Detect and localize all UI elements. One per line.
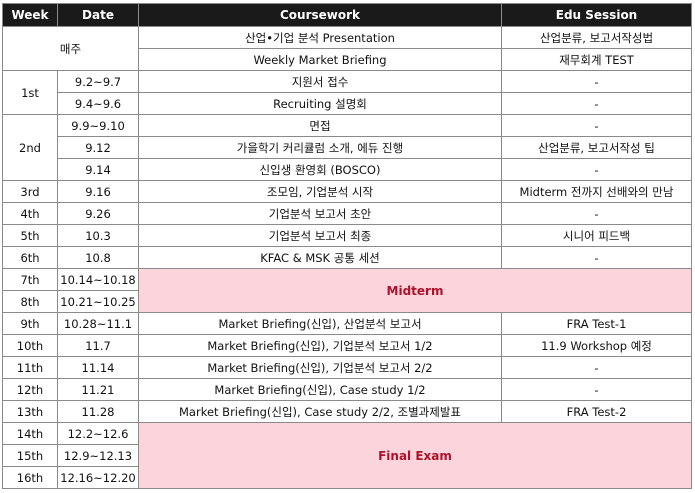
edu-cell: 시니어 피드백 [501, 224, 692, 247]
weekly-label: 매주 [2, 26, 139, 71]
table-row: 10th 11.7 Market Briefing(신입), 기업분석 보고서 … [2, 334, 692, 357]
table-row: 9.12 가을학기 커리큘럼 소개, 에듀 진행 산업분류, 보고서작성 팁 [3, 136, 692, 159]
week-cell: 2nd [2, 114, 58, 181]
coursework-cell: 기업분석 보고서 최종 [138, 224, 502, 247]
table-row: 7th 10.14~10.18 Midterm [2, 268, 692, 313]
table-row: 5th 10.3 기업분석 보고서 최종 시니어 피드백 [2, 224, 692, 247]
date-cell: 9.2~9.7 [57, 70, 139, 93]
week-cell: 14th [2, 422, 58, 445]
edu-cell: 재무회계 TEST [501, 48, 692, 71]
coursework-cell: Market Briefing(신입), 기업분석 보고서 2/2 [138, 356, 502, 379]
table-row: 16th 12.16~12.20 [2, 466, 692, 489]
date-cell: 10.8 [57, 246, 139, 269]
table-row: 14th 12.2~12.6 Final Exam [2, 422, 692, 489]
date-cell: 9.26 [57, 202, 139, 225]
coursework-cell: 산업•기업 분석 Presentation [138, 26, 502, 49]
header-edu-session: Edu Session [501, 3, 692, 27]
table-row: 9.4~9.6 Recruiting 설명회 - [3, 92, 692, 115]
date-cell: 11.14 [57, 356, 139, 379]
table-row: 3rd 9.16 조모임, 기업분석 시작 Midterm 전까지 선배와의 만… [2, 180, 692, 203]
coursework-cell: Market Briefing(신입), Case study 2/2, 조별과… [138, 400, 502, 423]
edu-cell: - [501, 246, 692, 269]
coursework-cell: Market Briefing(신입), 산업분석 보고서 [138, 312, 502, 335]
week-cell: 8th [2, 290, 58, 313]
week-cell: 10th [2, 334, 58, 357]
edu-cell: - [501, 92, 692, 115]
edu-cell: FRA Test-1 [501, 312, 692, 335]
week-cell: 5th [2, 224, 58, 247]
header-week: Week [2, 3, 58, 27]
date-cell: 12.16~12.20 [57, 466, 139, 489]
table-row: 12th 11.21 Market Briefing(신입), Case stu… [2, 378, 692, 401]
coursework-cell: 신입생 환영회 (BOSCO) [138, 158, 502, 181]
final-exam-banner: Final Exam [138, 422, 692, 489]
week-cell: 9th [2, 312, 58, 335]
coursework-cell: Market Briefing(신입), 기업분석 보고서 1/2 [138, 334, 502, 357]
date-cell: 9.14 [57, 158, 139, 181]
date-cell: 9.16 [57, 180, 139, 203]
week-cell: 6th [2, 246, 58, 269]
table-row: 6th 10.8 KFAC & MSK 공통 세션 - [2, 246, 692, 269]
date-cell: 11.21 [57, 378, 139, 401]
date-cell: 9.9~9.10 [57, 114, 139, 137]
table-row: 9.14 신입생 환영회 (BOSCO) - [3, 158, 692, 181]
edu-cell: - [501, 158, 692, 181]
table-row: 4th 9.26 기업분석 보고서 초안 - [2, 202, 692, 225]
week-cell: 4th [2, 202, 58, 225]
edu-cell: - [501, 356, 692, 379]
week-cell: 3rd [2, 180, 58, 203]
edu-cell: Midterm 전까지 선배와의 만남 [501, 180, 692, 203]
coursework-cell: 가을학기 커리큘럼 소개, 에듀 진행 [138, 136, 502, 159]
date-cell: 11.7 [57, 334, 139, 357]
schedule-table: Week Date Coursework Edu Session 매주 산업•기… [2, 3, 692, 489]
edu-cell: FRA Test-2 [501, 400, 692, 423]
week-cell: 16th [2, 466, 58, 489]
edu-cell: 산업분류, 보고서작성법 [501, 26, 692, 49]
edu-cell: 산업분류, 보고서작성 팁 [501, 136, 692, 159]
coursework-cell: KFAC & MSK 공통 세션 [138, 246, 502, 269]
date-cell: 10.3 [57, 224, 139, 247]
coursework-cell: Weekly Market Briefing [138, 48, 502, 71]
header-row: Week Date Coursework Edu Session [2, 3, 692, 27]
week-cell: 11th [2, 356, 58, 379]
midterm-banner: Midterm [138, 268, 692, 313]
date-cell: 12.2~12.6 [57, 422, 139, 445]
edu-cell: - [501, 202, 692, 225]
week-cell: 7th [2, 268, 58, 291]
table-row: 11th 11.14 Market Briefing(신입), 기업분석 보고서… [2, 356, 692, 379]
edu-cell: - [501, 378, 692, 401]
date-cell: 11.28 [57, 400, 139, 423]
coursework-cell: 기업분석 보고서 초안 [138, 202, 502, 225]
table-row: 2nd 9.9~9.10 면접 - [2, 114, 692, 181]
date-cell: 10.28~11.1 [57, 312, 139, 335]
date-cell: 12.9~12.13 [57, 444, 139, 467]
date-cell: 10.21~10.25 [57, 290, 139, 313]
table-row: 1st 9.2~9.7 지원서 접수 - [2, 70, 692, 115]
coursework-cell: 지원서 접수 [138, 70, 502, 93]
edu-cell: 11.9 Workshop 예정 [501, 334, 692, 357]
coursework-cell: 면접 [138, 114, 502, 137]
table-row: 9th 10.28~11.1 Market Briefing(신입), 산업분석… [2, 312, 692, 335]
coursework-cell: 조모임, 기업분석 시작 [138, 180, 502, 203]
week-cell: 15th [2, 444, 58, 467]
table-row: 13th 11.28 Market Briefing(신입), Case stu… [2, 400, 692, 423]
week-cell: 13th [2, 400, 58, 423]
edu-cell: - [501, 114, 692, 137]
date-cell: 10.14~10.18 [57, 268, 139, 291]
coursework-cell: Market Briefing(신입), Case study 1/2 [138, 378, 502, 401]
header-date: Date [57, 3, 139, 27]
week-cell: 1st [2, 70, 58, 115]
table-row: 매주 산업•기업 분석 Presentation 산업분류, 보고서작성법 [2, 26, 692, 71]
coursework-cell: Recruiting 설명회 [138, 92, 502, 115]
edu-cell: - [501, 70, 692, 93]
week-cell: 12th [2, 378, 58, 401]
header-coursework: Coursework [138, 3, 502, 27]
date-cell: 9.4~9.6 [57, 92, 139, 115]
date-cell: 9.12 [57, 136, 139, 159]
table-row: 15th 12.9~12.13 [2, 444, 692, 467]
